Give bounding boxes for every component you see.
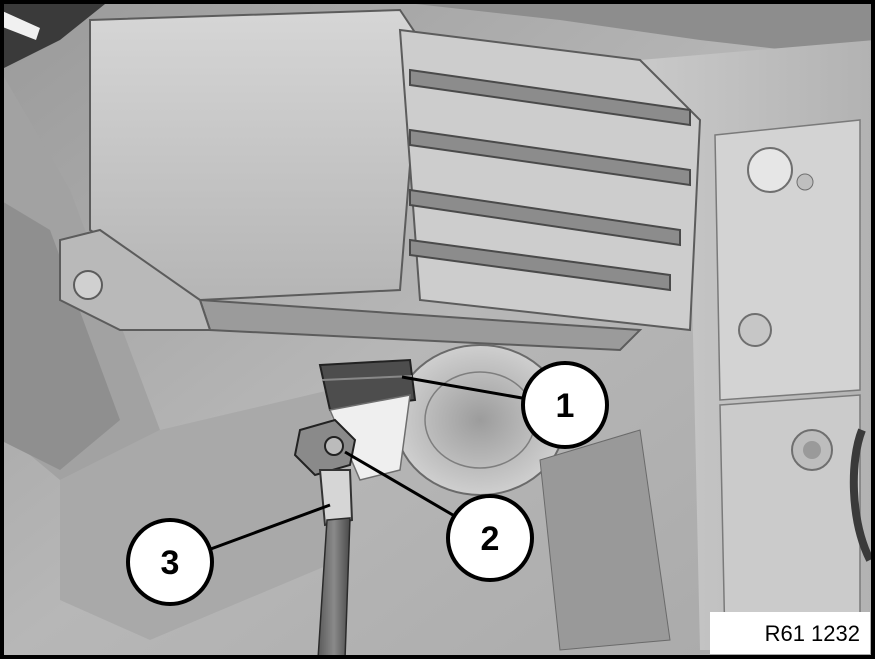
cable-ferrule [318,469,354,527]
bracket-mount-hole [73,270,103,300]
terminal-nut [324,436,344,456]
right-plate-lower [719,394,861,646]
callout-3-label: 3 [161,544,180,582]
bolt [796,173,814,191]
callout-2-label: 2 [481,520,500,558]
right-wire [849,428,874,562]
bracket-foot [59,228,212,331]
bracket-slots [409,68,691,292]
round-grommet [738,313,772,347]
connector-detail [321,375,413,381]
corner-highlight [0,10,40,40]
callout-2: 2 [446,494,534,582]
callout-1: 1 [521,361,609,449]
connector-part-1 [318,358,417,412]
left-panel-shadow [0,200,120,470]
callout-3: 3 [126,518,214,606]
lower-bracket [539,429,671,651]
callout-1-label: 1 [556,387,575,425]
callout-1-circle [521,361,609,449]
leader-line-3 [207,503,331,552]
callout-2-circle [446,494,534,582]
bracket-left-block [89,8,422,302]
reference-code: R61 1232 [765,621,860,646]
reference-box [710,612,870,654]
callout-3-circle [126,518,214,606]
dark-corner [0,0,110,70]
top-band [380,0,875,60]
lower-grommet-center [803,441,821,459]
leader-line-1 [401,375,523,400]
leader-line-2 [344,450,459,520]
bolt-hole [747,147,793,193]
cable-part-3 [317,517,351,659]
